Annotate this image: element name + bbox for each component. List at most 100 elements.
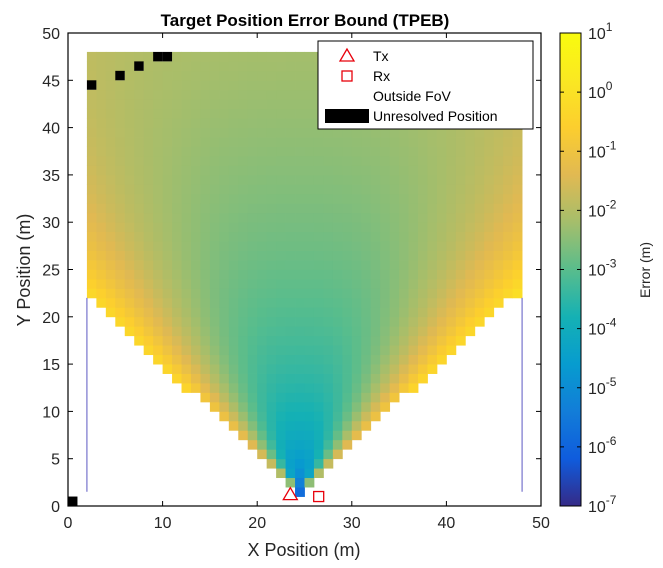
colorbar-tick-label: 10-6 [588, 434, 617, 457]
heatmap-cell [351, 137, 362, 147]
x-ticks: 0 10 20 30 40 50 [64, 33, 550, 532]
heatmap-cell [427, 345, 438, 356]
heatmap-cell [124, 165, 135, 176]
heatmap-cell [285, 392, 296, 403]
heatmap-cell [427, 326, 438, 337]
heatmap-cell [181, 212, 192, 223]
heatmap-cell [219, 326, 230, 337]
heatmap-cell [257, 326, 268, 337]
heatmap-cell [351, 297, 362, 308]
heatmap-cell [124, 278, 135, 289]
heatmap-cell [162, 288, 173, 299]
heatmap-cell [247, 401, 258, 412]
heatmap-cell [266, 155, 277, 166]
heatmap-cell [408, 269, 419, 280]
heatmap-cell [465, 222, 476, 233]
heatmap-cell [380, 137, 391, 147]
heatmap-cell [115, 231, 126, 242]
heatmap-cell [143, 89, 154, 100]
heatmap-cell [304, 307, 315, 318]
heatmap-cell [313, 420, 324, 431]
heatmap-cell [209, 364, 220, 374]
heatmap-cell [134, 278, 145, 289]
heatmap-cell [427, 203, 438, 214]
heatmap-cell [474, 165, 485, 176]
heatmap-cell [238, 127, 249, 138]
heatmap-cell [351, 231, 362, 242]
heatmap-cell [162, 354, 173, 365]
heatmap-cell [304, 70, 315, 81]
heatmap-cell [124, 108, 135, 119]
heatmap-cell [115, 127, 126, 138]
heatmap-cell [427, 184, 438, 195]
heatmap-cell [313, 335, 324, 346]
heatmap-cell [323, 184, 334, 195]
heatmap-cell [153, 316, 163, 327]
heatmap-cell [209, 392, 220, 403]
heatmap-cell [484, 184, 495, 195]
heatmap-cell [332, 288, 343, 299]
heatmap-cell [323, 241, 334, 251]
heatmap-cell [276, 222, 286, 233]
heatmap-cell [190, 203, 201, 214]
heatmap-cell [418, 288, 428, 299]
colorbar-tick-label: 10-5 [588, 375, 617, 398]
heatmap-cell [446, 307, 457, 318]
heatmap-cell [228, 89, 239, 100]
heatmap-cell [323, 174, 334, 185]
heatmap-cell [304, 364, 315, 374]
heatmap-cell [134, 127, 145, 138]
heatmap-cell [247, 297, 258, 308]
heatmap-cell [134, 193, 145, 204]
heatmap-cell [96, 250, 107, 261]
heatmap-cell [370, 231, 381, 242]
heatmap-cell [86, 165, 97, 176]
heatmap-cell [323, 278, 334, 289]
heatmap-cell [190, 212, 201, 223]
legend-unresolved-symbol [325, 109, 369, 123]
heatmap-cell [124, 127, 135, 138]
heatmap-cell [436, 288, 447, 299]
heatmap-cell [361, 174, 372, 185]
heatmap-cell [247, 250, 258, 261]
heatmap-cell [342, 260, 353, 270]
heatmap-cell [219, 118, 230, 128]
heatmap-cell [238, 392, 249, 403]
heatmap-cell [465, 250, 476, 261]
heatmap-cell [332, 373, 343, 384]
heatmap-cell [276, 288, 286, 299]
heatmap-cell [408, 326, 419, 337]
heatmap-cell [105, 250, 116, 261]
heatmap-cell [200, 260, 211, 270]
heatmap-cell [209, 316, 220, 327]
heatmap-cell [181, 89, 192, 100]
heatmap-cell [332, 155, 343, 166]
heatmap-cell [285, 137, 296, 147]
heatmap-cell [153, 108, 163, 119]
heatmap-cell [342, 307, 353, 318]
heatmap-cell [219, 345, 230, 356]
heatmap-cell [313, 326, 324, 337]
heatmap-cell [418, 127, 428, 138]
heatmap-cell [503, 203, 514, 214]
heatmap-cell [257, 373, 268, 384]
heatmap-cell [455, 297, 466, 308]
heatmap-cell [313, 278, 324, 289]
heatmap-cell [257, 137, 268, 147]
heatmap-cell [134, 99, 145, 110]
heatmap-cell [389, 165, 400, 176]
heatmap-cell [134, 118, 145, 128]
heatmap-cell [332, 269, 343, 280]
heatmap-cell [181, 165, 192, 176]
heatmap-cell [465, 184, 476, 195]
heatmap-cell [266, 70, 277, 81]
heatmap-cell [436, 184, 447, 195]
heatmap-cell [389, 354, 400, 365]
heatmap-cell [238, 250, 249, 261]
heatmap-cell [427, 335, 438, 346]
heatmap-cell [115, 137, 126, 147]
heatmap-cell [153, 165, 163, 176]
heatmap-cell [257, 420, 268, 431]
heatmap-cell [427, 231, 438, 242]
heatmap-cell [493, 137, 504, 147]
